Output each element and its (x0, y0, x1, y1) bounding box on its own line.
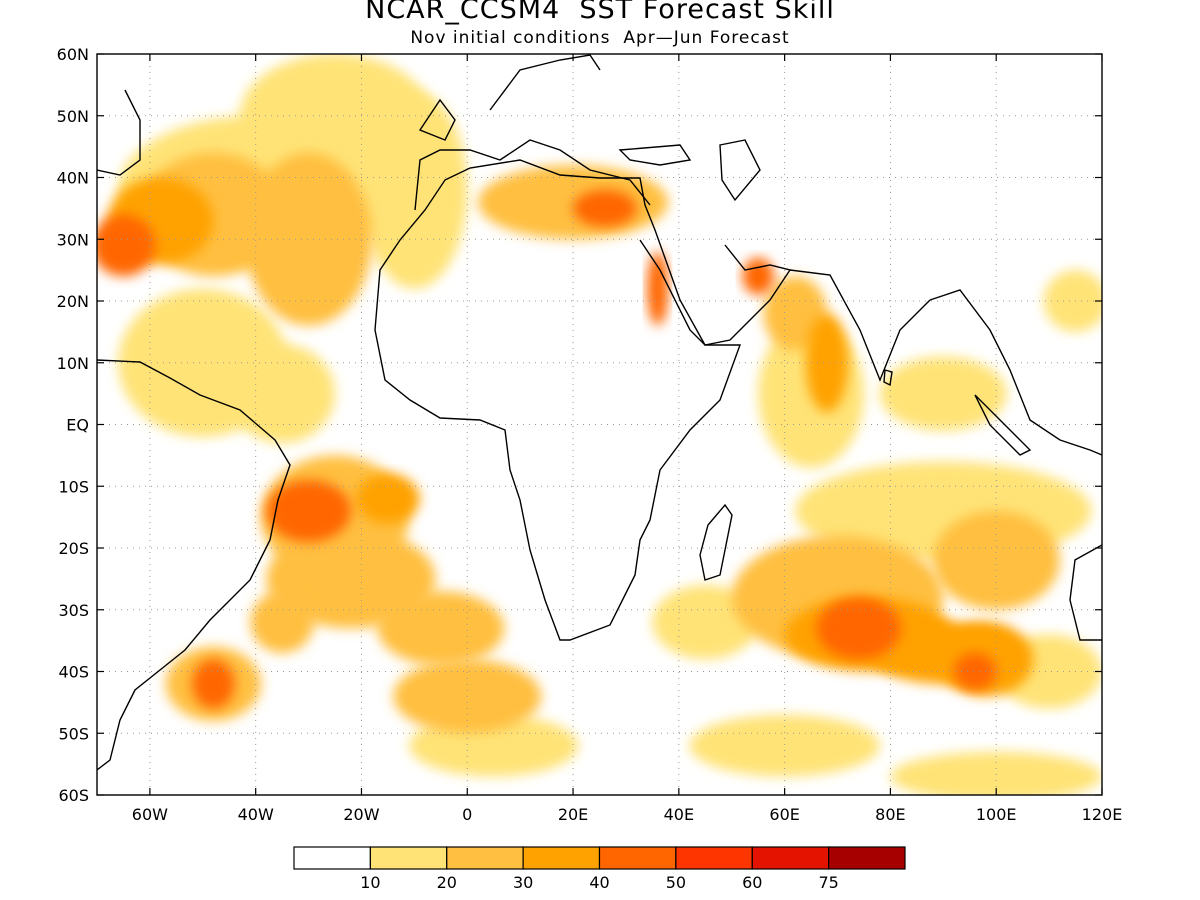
arabia-coastline (639, 239, 792, 346)
colorbar-label: 40 (589, 873, 609, 892)
skill-region (890, 751, 1102, 795)
colorbar-swatch (675, 846, 753, 870)
lon-label: 120E (1082, 805, 1123, 824)
skill-region (689, 714, 880, 777)
lon-label: 40E (664, 805, 694, 824)
lon-label: 40W (238, 805, 274, 824)
colorbar-label: 20 (437, 873, 457, 892)
lat-label: 20N (57, 292, 89, 311)
skill-region (1043, 270, 1102, 332)
lat-label: 50S (58, 724, 89, 743)
north-america-coastline (97, 89, 141, 176)
colorbar-swatch (598, 846, 677, 870)
lat-label: 30S (58, 601, 89, 620)
skill-region (932, 510, 1060, 610)
skill-region (805, 313, 849, 413)
lat-label: 40S (58, 663, 89, 682)
colorbar-label: 10 (360, 873, 380, 892)
skill-region (377, 591, 505, 666)
colorbar-swatch (446, 846, 524, 870)
skill-region (573, 189, 637, 227)
skill-region (97, 214, 156, 277)
sri-lanka-coastline (883, 369, 893, 387)
madagascar-coastline (699, 503, 733, 581)
lon-label: 60W (132, 805, 168, 824)
lat-label: 50N (57, 107, 89, 126)
skill-region (229, 344, 336, 444)
colorbar-swatch (293, 846, 371, 870)
lon-label: 0 (462, 805, 472, 824)
map-subtitle: Nov initial conditions Apr—Jun Forecast (410, 28, 790, 48)
colorbar-label: 60 (742, 873, 762, 892)
lon-label: 60E (769, 805, 799, 824)
lat-label: 20S (58, 539, 89, 558)
skill-region (266, 480, 351, 542)
se-asia-coastline (929, 289, 1102, 456)
britain-coastline (418, 98, 456, 141)
coastlines (97, 54, 1102, 771)
colorbar-swatch (828, 846, 906, 870)
skill-region (192, 659, 235, 709)
lat-label: 60N (57, 45, 89, 64)
map-title: NCAR_CCSM4 SST Forecast Skill (365, 0, 835, 25)
black-sea-coastline (618, 144, 692, 166)
skill-region (356, 473, 420, 524)
skill-region (245, 152, 373, 326)
lat-label: 40N (57, 169, 89, 188)
australia-coastline (1069, 544, 1102, 641)
lat-label: EQ (66, 416, 89, 435)
skill-region (652, 585, 759, 660)
colorbar-label: 75 (818, 873, 838, 892)
skill-region (361, 91, 468, 289)
colorbar-swatch (369, 846, 448, 870)
skill-region (953, 652, 997, 691)
latitude-axis: 60N 50N 40N 30N 20N 10N EQ 10S 20S 30S 40S 50S 60S (57, 45, 1102, 805)
skill-shading (97, 54, 1102, 795)
lat-label: 10N (57, 354, 89, 373)
colorbar-swatch (751, 846, 830, 870)
lon-label: 100E (976, 805, 1017, 824)
lon-label: 20W (343, 805, 379, 824)
sumatra-coastline (974, 394, 1032, 456)
lat-label: 30N (57, 230, 89, 249)
colorbar-label: 30 (513, 873, 533, 892)
skill-region (816, 597, 901, 660)
skill-region (266, 529, 436, 629)
skill-region (742, 257, 775, 295)
colorbar-swatch (522, 846, 601, 870)
skill-region (879, 356, 1007, 431)
skill-region (647, 251, 669, 326)
lon-label: 80E (875, 805, 905, 824)
lat-label: 10S (58, 477, 89, 496)
lon-label: 20E (558, 805, 588, 824)
scandinavia-coastline (489, 54, 601, 111)
lat-label: 60S (58, 786, 89, 805)
europe-coastline (414, 139, 651, 211)
colorbar-legend: 10 20 30 40 50 60 75 (293, 846, 906, 892)
skill-region (250, 591, 314, 653)
caspian-coastline (719, 139, 761, 202)
longitude-axis: 60W 40W 20W 0 20E 40E 60E 80E 100E 120E (132, 54, 1123, 824)
south-america-coastline (97, 359, 291, 771)
africa-coastline (374, 159, 741, 641)
india-coastline (789, 269, 931, 382)
colorbar-label: 50 (666, 873, 686, 892)
